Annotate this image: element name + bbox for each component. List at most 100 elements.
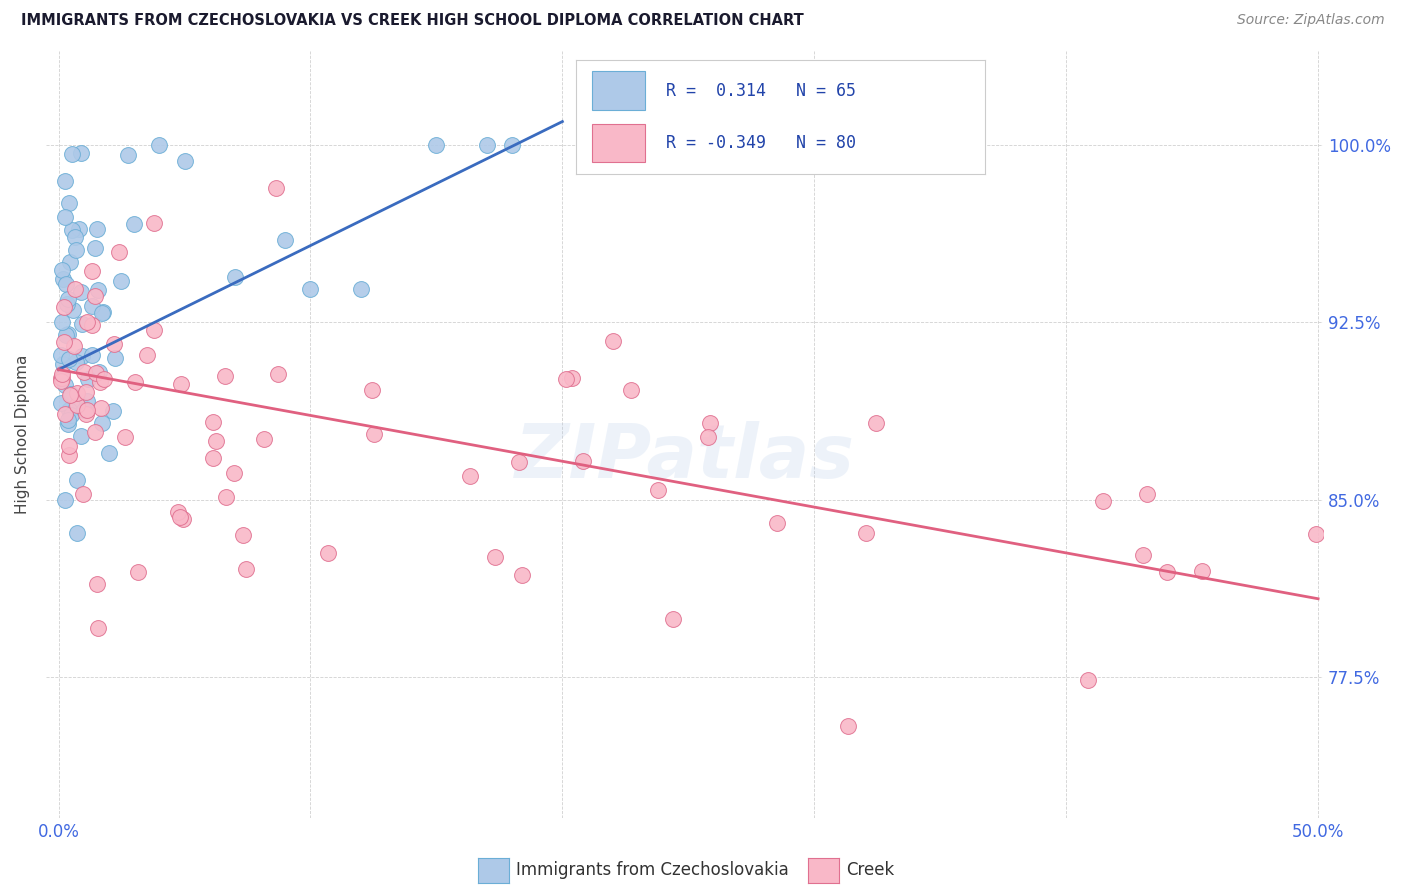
Point (222, 467, 245, 481)
Point (865, 416, 887, 430)
Point (425, 138, 447, 153)
Point (80, 318, 103, 332)
Point (142, 216, 165, 230)
Point (70, 145, 93, 160)
Point (66, 473, 89, 487)
Point (53, 210, 76, 224)
Point (554, 372, 576, 386)
Point (484, 550, 506, 565)
Point (59, 387, 82, 401)
Point (70, 428, 93, 442)
Point (267, 367, 290, 381)
Point (51, 263, 73, 277)
Point (837, 719, 859, 733)
Point (86, 577, 108, 591)
Point (202, 416, 225, 430)
Point (1156, 566, 1178, 580)
Point (84, 288, 107, 302)
Point (55, 328, 77, 343)
Point (699, 417, 721, 431)
Point (360, 383, 382, 397)
Point (52, 300, 75, 314)
Point (224, 270, 246, 285)
Point (66, 526, 89, 541)
Point (86, 221, 108, 235)
Point (49, 370, 72, 384)
Point (167, 505, 190, 519)
Point (84, 241, 107, 255)
Point (70, 318, 93, 332)
Point (170, 377, 193, 392)
Point (274, 234, 297, 248)
Point (571, 454, 593, 468)
Point (84, 367, 107, 381)
Point (76, 315, 98, 329)
Point (87, 283, 110, 297)
Point (49, 347, 72, 361)
Point (110, 274, 132, 288)
Point (55, 408, 77, 422)
Point (59, 408, 82, 422)
Point (214, 369, 236, 384)
Point (1092, 494, 1115, 508)
Point (80, 299, 103, 313)
Point (65, 244, 87, 258)
Point (1077, 673, 1099, 687)
Point (87, 621, 110, 635)
Point (475, 138, 498, 153)
Point (1305, 527, 1327, 541)
Point (75, 385, 97, 400)
Point (58, 413, 80, 427)
Text: Creek: Creek (846, 861, 894, 879)
Point (59, 255, 82, 269)
Text: ZIPatlas: ZIPatlas (515, 421, 855, 494)
Point (90, 401, 112, 415)
Point (173, 153, 195, 168)
Point (215, 490, 238, 504)
Point (58, 351, 80, 366)
Y-axis label: High School Diploma: High School Diploma (15, 355, 30, 515)
Point (108, 245, 131, 260)
Point (114, 430, 136, 444)
Point (124, 375, 146, 389)
Point (73, 365, 96, 379)
Point (62, 339, 84, 353)
Point (232, 528, 254, 542)
Point (602, 334, 624, 348)
Point (56, 296, 79, 310)
Point (89, 375, 111, 389)
Point (67, 222, 90, 236)
Point (98, 446, 121, 460)
Point (59, 387, 82, 401)
Point (765, 516, 787, 530)
Point (83, 425, 105, 440)
Point (122, 217, 145, 231)
Point (201, 450, 224, 465)
Point (73, 402, 96, 417)
Point (148, 138, 170, 153)
Point (55, 277, 77, 291)
Point (647, 483, 669, 497)
Point (619, 383, 641, 397)
Point (135, 348, 157, 362)
Point (63, 230, 86, 244)
Text: Source: ZipAtlas.com: Source: ZipAtlas.com (1237, 13, 1385, 28)
Point (60, 222, 83, 236)
Point (51, 370, 73, 384)
Point (55, 174, 77, 188)
Point (77, 372, 100, 386)
Point (235, 562, 257, 576)
Point (49, 375, 72, 389)
Point (1132, 548, 1154, 562)
Point (56, 417, 79, 431)
Point (172, 512, 194, 526)
Point (103, 336, 125, 351)
Point (80, 264, 103, 278)
Point (51, 315, 73, 329)
Point (58, 403, 80, 417)
Point (1191, 564, 1213, 578)
Point (117, 147, 139, 161)
Point (70, 350, 93, 364)
Point (104, 351, 127, 365)
Point (87, 365, 110, 379)
